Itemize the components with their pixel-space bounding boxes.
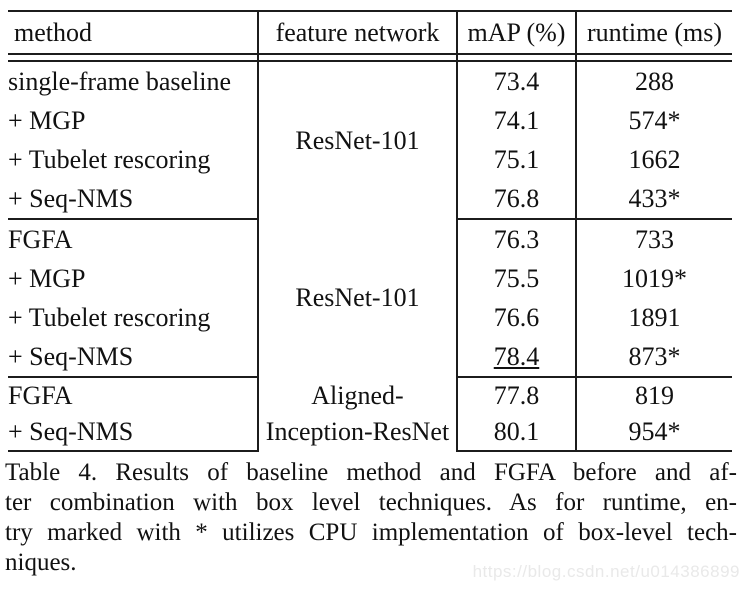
- table-row: single-frame baseline ResNet-101 73.4 28…: [8, 61, 732, 219]
- table-caption: Table 4. Results of baseline method and …: [5, 458, 737, 578]
- method-cell: FGFA: [8, 219, 259, 259]
- map-cell: 76.3: [457, 219, 577, 259]
- map-cell: 77.8: [457, 377, 577, 414]
- runtime-cell: 1019*: [622, 263, 687, 293]
- method-cell: + Seq-NMS: [8, 414, 259, 452]
- watermark-url: https://blog.csdn.net/u014386899: [472, 562, 740, 581]
- col-header-runtime: runtime (ms): [576, 10, 732, 55]
- method-cell: + Tubelet rescoring: [8, 140, 259, 179]
- map-cell: 76.8: [457, 179, 577, 220]
- feature-network-cell: ResNet-101: [258, 61, 458, 219]
- table-row: + MGP 75.5 1019*: [8, 259, 732, 298]
- map-cell: 76.6: [457, 298, 577, 337]
- feature-network-line1: Aligned-: [311, 381, 404, 410]
- runtime-cell: 733: [635, 224, 674, 254]
- caption-line: ter combination with box level technique…: [5, 489, 737, 516]
- runtime-cell: 433*: [576, 179, 732, 220]
- table-row: FGFA Aligned- Inception-ResNet 77.8 819: [8, 377, 732, 451]
- method-cell: + MGP: [8, 259, 259, 298]
- caption-line: Table 4. Results of baseline method and …: [5, 459, 737, 486]
- map-cell: 75.5: [457, 259, 577, 298]
- col-header-method: method: [8, 10, 259, 55]
- table-row: + MGP 74.1 574*: [8, 101, 732, 140]
- table-row: FGFA ResNet-101 76.3 733: [8, 219, 732, 377]
- runtime-cell: 819: [635, 381, 674, 410]
- feature-network-line2: Inception-ResNet: [265, 417, 450, 446]
- method-cell: + Seq-NMS: [8, 179, 259, 220]
- runtime-cell: 288: [635, 66, 674, 96]
- map-cell-best-bold: 80.1: [457, 414, 577, 452]
- map-cell: 73.4: [457, 61, 577, 101]
- method-cell: + Tubelet rescoring: [8, 298, 259, 337]
- col-header-feature-network: feature network: [258, 10, 458, 55]
- method-cell: single-frame baseline: [8, 61, 259, 101]
- method-cell: + MGP: [8, 101, 259, 140]
- table-row: + Seq-NMS 78.4 873*: [8, 337, 732, 378]
- best-map-underlined: 78.4: [493, 341, 540, 371]
- header-row: method feature network mAP (%) runtime (…: [8, 10, 732, 55]
- table-row: + Tubelet rescoring 75.1 1662: [8, 140, 732, 179]
- header-double-rule: [8, 54, 732, 62]
- feature-network-cell: ResNet-101: [258, 219, 458, 377]
- runtime-cell: 574*: [628, 105, 681, 135]
- caption-line: niques.: [5, 549, 77, 576]
- runtime-cell: 954*: [576, 414, 732, 452]
- table-row: + Seq-NMS 76.8 433*: [8, 179, 732, 220]
- runtime-cell: 1891: [628, 302, 681, 332]
- runtime-cell: 873*: [576, 337, 732, 378]
- col-header-map: mAP (%): [457, 10, 577, 55]
- results-table: method feature network mAP (%) runtime (…: [8, 10, 732, 452]
- map-cell: 78.4: [457, 337, 577, 378]
- map-cell: 75.1: [457, 140, 577, 179]
- table-row: + Tubelet rescoring 76.6 1891: [8, 298, 732, 337]
- table-row: + Seq-NMS 80.1 954*: [8, 414, 732, 452]
- method-cell: + Seq-NMS: [8, 337, 259, 378]
- map-cell: 74.1: [457, 101, 577, 140]
- caption-line: try marked with * utilizes CPU implement…: [5, 519, 737, 546]
- runtime-cell: 1662: [628, 144, 681, 174]
- feature-network-cell: Aligned- Inception-ResNet: [258, 377, 458, 451]
- method-cell: FGFA: [8, 377, 259, 414]
